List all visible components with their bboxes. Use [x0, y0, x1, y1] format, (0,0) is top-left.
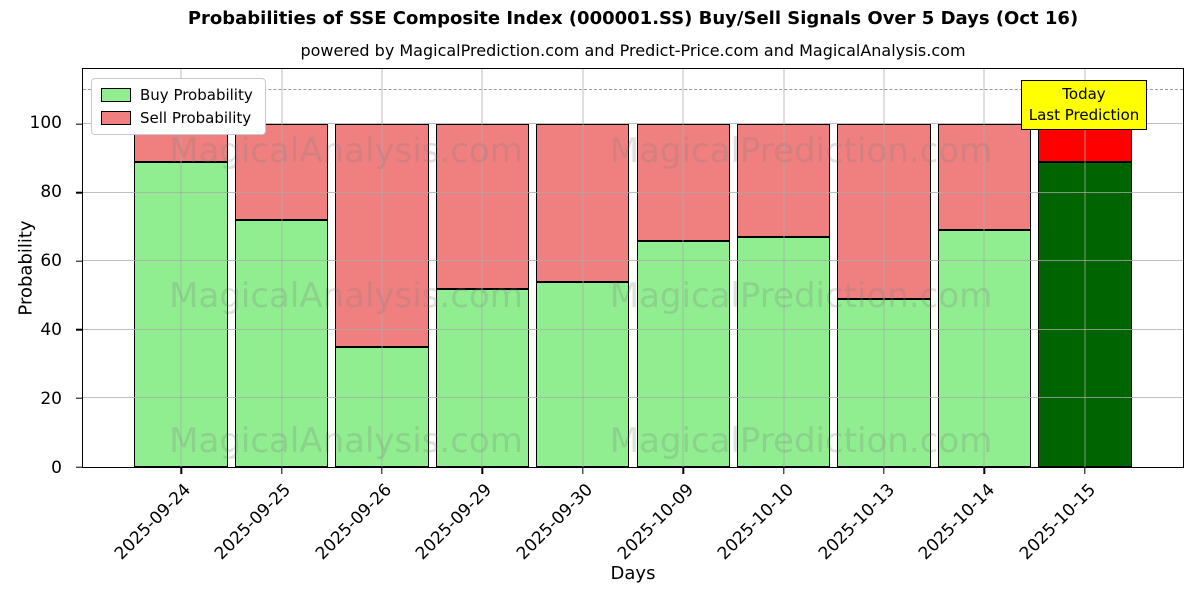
y-tick-mark [76, 123, 83, 125]
v-gridline [783, 69, 785, 467]
threshold-dashed-line [83, 88, 1183, 90]
y-tick-mark [76, 397, 83, 400]
x-tick-mark [180, 467, 182, 474]
v-gridline [582, 69, 584, 467]
y-tick-label: 80 [40, 182, 62, 203]
v-gridline [180, 69, 182, 467]
annotation-line2: Last Prediction [1028, 106, 1140, 124]
plot-area: Buy Probability Sell Probability Today L… [76, 68, 1184, 474]
x-tick-label: 2025-10-13 [814, 480, 899, 565]
buy-swatch-icon [101, 88, 131, 102]
watermark-text: MagicalPrediction.com [609, 131, 993, 171]
legend: Buy Probability Sell Probability [91, 78, 266, 135]
v-gridline [682, 69, 684, 467]
y-tick-label: 100 [29, 113, 62, 134]
y-tick-label: 0 [51, 458, 62, 478]
x-tick-label: 2025-09-25 [211, 480, 296, 565]
legend-item-buy: Buy Probability [101, 86, 253, 104]
v-gridline [983, 69, 985, 467]
watermark-text: MagicalPrediction.com [609, 276, 993, 316]
h-gridline [83, 260, 1183, 262]
today-annotation: Today Last Prediction [1021, 80, 1147, 130]
x-tick-mark [983, 467, 986, 474]
chart-title: Probabilities of SSE Composite Index (00… [187, 8, 1079, 29]
legend-item-sell: Sell Probability [101, 109, 253, 127]
x-tick-mark [1084, 467, 1086, 474]
v-gridline [1084, 69, 1086, 467]
x-tick-label: 2025-09-24 [110, 480, 195, 565]
v-gridline [481, 69, 483, 467]
x-tick-mark [782, 467, 785, 474]
y-tick-mark [76, 466, 83, 468]
annotation-line1: Today [1062, 85, 1106, 103]
x-tick-mark [582, 467, 584, 474]
x-tick-label: 2025-10-14 [915, 480, 1000, 565]
x-axis-label: Days [610, 563, 656, 584]
x-tick-label: 2025-10-09 [613, 480, 698, 565]
v-gridline [281, 69, 283, 467]
chart-subtitle: powered by MagicalPrediction.com and Pre… [300, 41, 966, 60]
y-tick-mark [76, 260, 83, 262]
watermark-text: MagicalPrediction.com [609, 421, 993, 461]
legend-buy-label: Buy Probability [140, 86, 253, 104]
h-gridline [83, 122, 1183, 124]
watermark-text: MagicalAnalysis.com [169, 131, 523, 171]
x-tick-label: 2025-09-26 [311, 480, 396, 565]
v-gridline [381, 69, 383, 467]
x-tick-label: 2025-10-15 [1015, 480, 1100, 565]
v-gridline [883, 69, 885, 467]
y-tick-label: 60 [40, 251, 62, 272]
y-tick-mark [76, 191, 83, 194]
h-gridline [83, 397, 1183, 399]
y-tick-mark [76, 329, 83, 331]
x-tick-mark [280, 467, 283, 474]
y-tick-label: 40 [40, 320, 62, 341]
legend-sell-label: Sell Probability [140, 109, 252, 127]
x-tick-mark [381, 467, 383, 474]
h-gridline [83, 191, 1183, 193]
watermark-text: MagicalAnalysis.com [169, 276, 523, 316]
x-tick-mark [883, 467, 885, 474]
watermark-text: MagicalAnalysis.com [169, 421, 523, 461]
x-tick-label: 2025-10-10 [714, 480, 799, 565]
y-axis-ticks: 0 20 40 60 80 100 [0, 68, 74, 478]
y-tick-label: 20 [40, 389, 62, 410]
h-gridline [83, 328, 1183, 330]
x-tick-mark [481, 467, 484, 474]
x-tick-label: 2025-09-29 [412, 480, 497, 565]
x-tick-mark [682, 467, 684, 474]
x-tick-label: 2025-09-30 [512, 480, 597, 565]
sell-swatch-icon [101, 111, 131, 125]
